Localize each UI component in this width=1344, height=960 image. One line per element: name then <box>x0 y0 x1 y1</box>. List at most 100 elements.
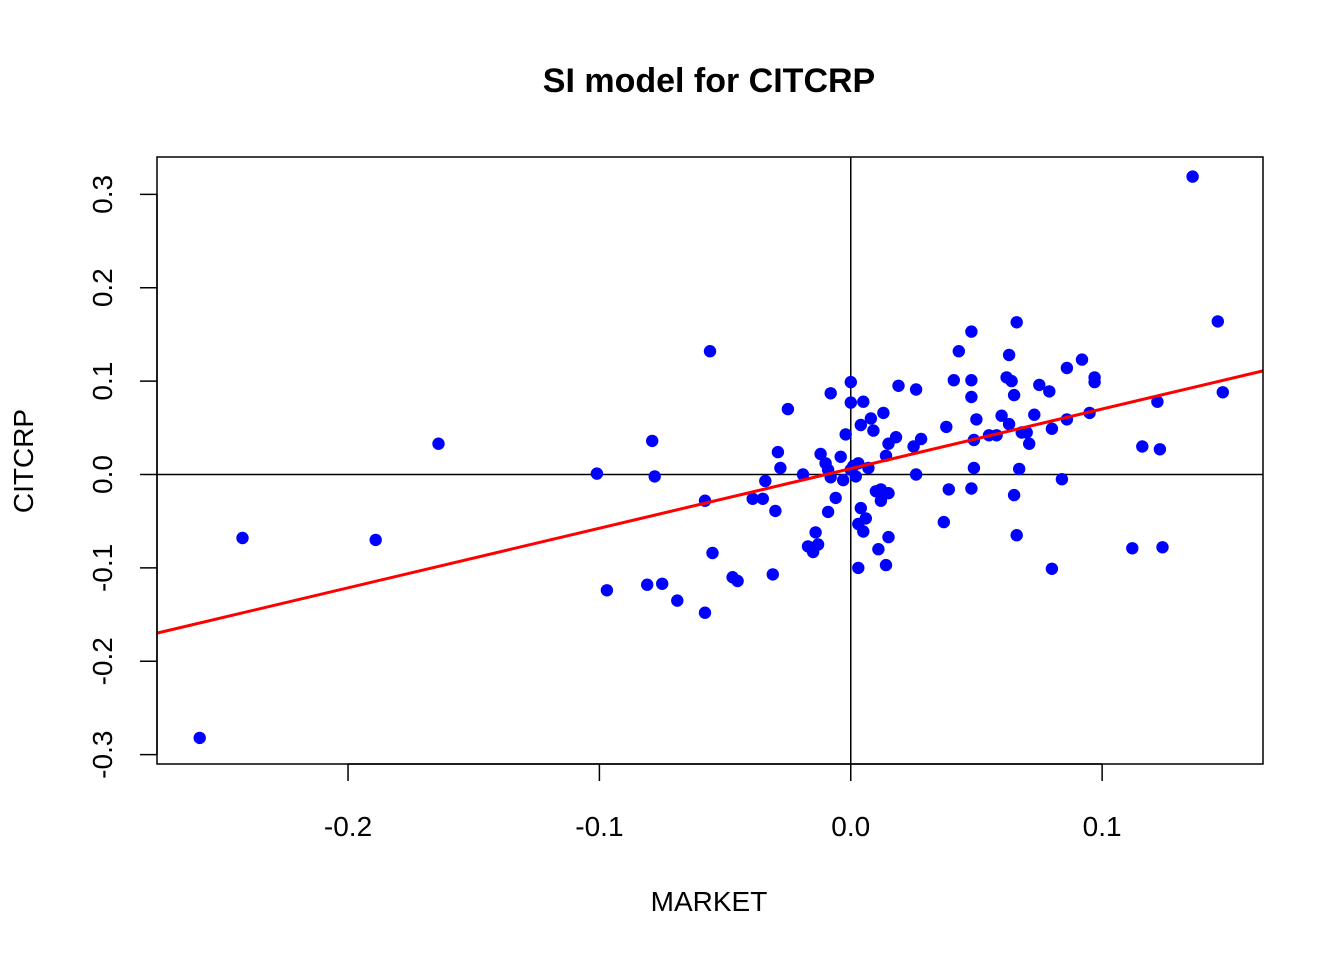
data-point <box>746 492 759 505</box>
data-point <box>781 402 795 416</box>
data-point <box>1211 315 1225 328</box>
data-point <box>914 432 928 446</box>
data-point <box>854 418 867 432</box>
data-point <box>1002 417 1016 431</box>
data-point <box>844 375 857 389</box>
y-axis: -0.3 -0.2 -0.1 0.0 0.1 0.2 0.3 <box>87 175 158 779</box>
y-tick-label: -0.2 <box>87 637 118 685</box>
data-point <box>1020 426 1033 439</box>
y-tick-label: 0.2 <box>87 268 118 307</box>
data-point <box>1005 374 1018 388</box>
data-point <box>821 505 835 519</box>
data-point <box>1045 562 1059 575</box>
data-point <box>1045 422 1059 435</box>
data-point <box>796 468 810 481</box>
data-point <box>907 440 920 453</box>
data-point <box>947 374 960 387</box>
data-point <box>1153 443 1167 456</box>
data-point <box>766 568 779 581</box>
data-point <box>1013 462 1026 476</box>
data-point <box>844 396 857 409</box>
data-point <box>756 492 769 505</box>
data-point <box>1043 385 1056 398</box>
data-point <box>859 512 872 525</box>
reference-lines <box>157 157 1263 764</box>
data-point <box>648 470 661 483</box>
y-tick-label: -0.3 <box>87 731 118 779</box>
data-point <box>1216 386 1230 399</box>
data-point <box>1002 348 1016 362</box>
data-point <box>590 467 604 480</box>
data-point <box>1060 361 1074 375</box>
data-point <box>837 473 850 487</box>
data-point <box>877 406 890 420</box>
x-axis-label: MARKET <box>651 886 768 917</box>
data-point <box>769 504 782 518</box>
data-point <box>1033 378 1046 392</box>
data-point <box>967 461 981 475</box>
data-point <box>965 325 978 338</box>
data-point <box>1007 488 1021 502</box>
data-point <box>970 413 983 426</box>
data-point <box>882 487 895 500</box>
x-tick-label: -0.1 <box>575 811 623 842</box>
y-tick-label: 0.1 <box>87 362 118 401</box>
data-point <box>834 450 847 463</box>
data-point <box>809 526 822 539</box>
data-point <box>656 577 669 590</box>
data-point <box>852 561 865 575</box>
plot-border <box>156 156 1264 765</box>
regression-line-group <box>156 369 1264 635</box>
data-point <box>1022 437 1036 450</box>
data-point <box>671 594 684 607</box>
data-point <box>909 383 923 396</box>
y-tick-label: 0.0 <box>87 455 118 494</box>
data-point <box>909 468 923 481</box>
data-point <box>965 482 978 495</box>
data-point <box>646 434 659 448</box>
data-point <box>889 431 903 444</box>
data-point <box>1126 542 1139 555</box>
data-point <box>432 437 445 450</box>
x-tick-label: 0.0 <box>831 811 870 842</box>
data-point <box>839 428 852 441</box>
data-point <box>1075 353 1089 366</box>
data-point <box>600 584 614 597</box>
x-tick-label: 0.1 <box>1083 811 1122 842</box>
data-point <box>1007 388 1021 402</box>
data-point <box>771 445 785 459</box>
y-axis-label: CITCRP <box>8 409 39 513</box>
data-point <box>874 494 888 507</box>
data-point <box>193 731 206 745</box>
y-tick-label: -0.1 <box>87 544 118 592</box>
data-point <box>811 538 825 551</box>
x-tick-label: -0.2 <box>324 811 372 842</box>
data-point <box>731 574 744 588</box>
x-axis: -0.2 -0.1 0.0 0.1 <box>324 763 1122 842</box>
data-point <box>641 578 654 591</box>
data-points <box>193 170 1230 745</box>
data-point <box>703 345 717 358</box>
data-point <box>879 558 893 572</box>
data-point <box>1010 529 1023 542</box>
data-point <box>1088 375 1101 389</box>
data-point <box>872 543 885 556</box>
data-point <box>857 395 870 408</box>
data-point <box>369 533 382 547</box>
data-point <box>829 491 842 505</box>
data-point <box>892 379 905 392</box>
data-point <box>1055 473 1069 486</box>
data-point <box>698 606 712 619</box>
data-point <box>867 424 880 437</box>
data-point <box>942 483 955 496</box>
data-point <box>952 345 965 358</box>
data-point <box>236 531 249 545</box>
data-point <box>824 387 837 400</box>
data-point <box>937 515 950 529</box>
data-point <box>814 447 827 461</box>
regression-line <box>156 369 1264 635</box>
data-point <box>1186 170 1199 183</box>
data-point <box>1136 440 1149 453</box>
data-point <box>706 546 719 560</box>
